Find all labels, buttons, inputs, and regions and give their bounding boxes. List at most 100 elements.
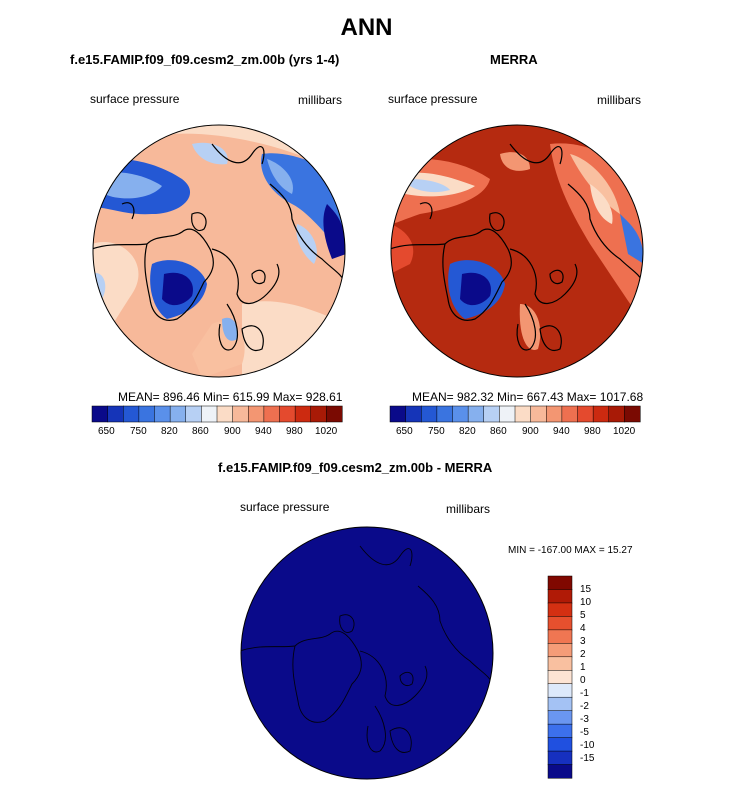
obs-field-region <box>620 214 643 264</box>
model-field-region <box>267 159 293 194</box>
colorbar-swatch <box>123 405 140 423</box>
diff-panel-title: f.e15.FAMIP.f09_f09.cesm2_zm.00b - MERRA <box>218 460 493 475</box>
diff-coastline <box>292 630 362 723</box>
colorbar-swatch <box>232 405 249 423</box>
colorbar-swatch <box>154 405 171 423</box>
diff-colorbar-swatch <box>547 764 573 779</box>
obs-coastline <box>567 183 643 285</box>
obs-coastline <box>391 243 446 250</box>
diff-colorbar-swatch <box>547 629 573 644</box>
diff-coastline <box>359 650 428 706</box>
obs-coastline <box>539 325 562 351</box>
diff-colorbar-swatch <box>547 683 573 698</box>
colorbar-swatch <box>530 405 547 423</box>
colorbar-swatch <box>263 405 281 423</box>
model-colorbar-tick-label: 1020 <box>315 426 338 437</box>
model-polar-map <box>92 124 346 378</box>
obs-field-region <box>391 224 414 274</box>
colorbar-swatch <box>216 405 234 423</box>
model-stats: MEAN= 896.46 Min= 615.99 Max= 928.61 <box>118 390 343 404</box>
model-field-region <box>162 272 193 306</box>
model-colorbar-tick-label: 980 <box>286 426 303 437</box>
model-colorbar-tick-label: 750 <box>130 426 147 437</box>
model-field-region <box>222 317 238 341</box>
diff-colorbar-swatch <box>547 750 573 766</box>
obs-units-label: millibars <box>597 93 642 107</box>
obs-coastline <box>489 212 505 232</box>
diff-coastline <box>399 671 414 687</box>
colorbar-swatch <box>608 405 625 423</box>
model-colorbar <box>91 405 343 423</box>
colorbar-swatch <box>561 405 579 423</box>
diff-colorbar-tick-label: -2 <box>580 701 589 712</box>
figure-title: ANN <box>340 14 393 41</box>
colorbar-swatch <box>452 405 469 423</box>
obs-coastline <box>442 228 512 321</box>
colorbar-swatch <box>279 405 296 423</box>
model-coastline <box>191 212 207 232</box>
diff-colorbar-tick-label: 4 <box>580 623 586 634</box>
obs-stats: MEAN= 982.32 Min= 667.43 Max= 1017.68 <box>412 390 644 404</box>
model-coastline <box>211 143 265 165</box>
colorbar-swatch <box>592 405 610 423</box>
diff-colorbar-swatch <box>547 656 573 671</box>
colorbar-swatch <box>185 405 202 423</box>
colorbar-swatch <box>467 405 485 423</box>
model-colorbar-tick-label: 940 <box>255 426 272 437</box>
diff-coastline <box>339 614 355 633</box>
model-panel-title: f.e15.FAMIP.f09_f09.cesm2_zm.00b (yrs 1-… <box>70 52 340 67</box>
colorbar-swatch <box>326 405 343 423</box>
model-coastline <box>121 202 135 220</box>
colorbar-swatch <box>91 405 109 423</box>
diff-colorbar-swatch <box>547 643 573 658</box>
diff-colorbar-swatch <box>547 710 573 725</box>
diff-colorbar-swatch <box>547 575 573 591</box>
colorbar-swatch <box>514 405 532 423</box>
colorbar-swatch <box>138 405 156 423</box>
model-coastline <box>211 248 280 304</box>
obs-polar-map <box>390 124 644 378</box>
model-field-region <box>192 142 228 165</box>
obs-colorbar-tick-label: 900 <box>522 426 539 437</box>
diff-coastline <box>389 727 412 753</box>
diff-coastline <box>417 585 493 687</box>
diff-units-label: millibars <box>446 502 491 516</box>
colorbar-swatch <box>310 405 327 423</box>
colorbar-swatch <box>294 405 312 423</box>
obs-colorbar-tick-label: 980 <box>584 426 601 437</box>
model-coastline <box>251 269 266 285</box>
model-coastline <box>93 243 148 250</box>
model-coastline <box>269 183 345 285</box>
model-field-region <box>102 172 162 199</box>
obs-coastline <box>509 143 563 165</box>
diff-colorbar-swatch <box>547 602 573 617</box>
diff-stats: MIN = -167.00 MAX = 15.27 <box>508 545 633 556</box>
colorbar-swatch <box>421 405 438 423</box>
colorbar-swatch <box>436 405 454 423</box>
model-coastline <box>218 303 239 351</box>
colorbar-swatch <box>577 405 594 423</box>
diff-colorbar-tick-label: -3 <box>580 714 589 725</box>
model-colorbar-tick-label: 860 <box>192 426 209 437</box>
colorbar-swatch <box>405 405 422 423</box>
colorbar-swatch <box>389 405 407 423</box>
diff-colorbar-tick-label: -10 <box>580 740 595 751</box>
diff-colorbar-tick-label: -5 <box>580 727 589 738</box>
diff-coastline <box>241 645 296 652</box>
diff-variable-label: surface pressure <box>240 500 330 514</box>
obs-coastline <box>549 269 564 285</box>
model-coastline <box>241 325 264 351</box>
model-colorbar-tick-label: 820 <box>161 426 178 437</box>
obs-coastline <box>509 248 578 304</box>
model-units-label: millibars <box>298 93 343 107</box>
diff-colorbar-tick-label: 5 <box>580 610 586 621</box>
colorbar-swatch <box>624 405 641 423</box>
obs-colorbar <box>389 405 641 423</box>
diff-colorbar-tick-label: 10 <box>580 597 592 608</box>
diff-colorbar-swatch <box>547 589 573 604</box>
diff-colorbar-swatch <box>547 670 573 685</box>
obs-colorbar-tick-label: 750 <box>428 426 445 437</box>
obs-colorbar-tick-label: 1020 <box>613 426 636 437</box>
obs-field-region <box>410 179 450 193</box>
obs-field-region <box>590 184 613 224</box>
